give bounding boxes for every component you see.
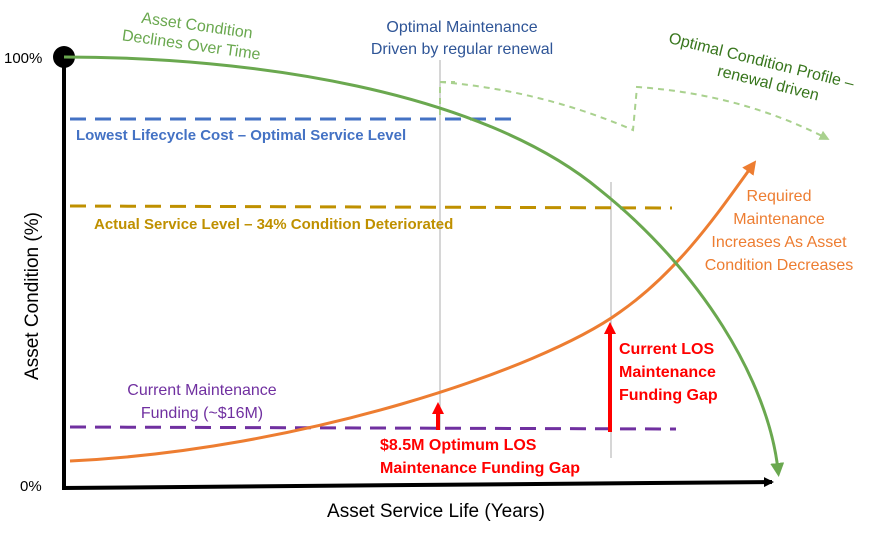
optimal-profile-path [439,80,830,140]
actual-service-line [69,204,673,210]
required-maintenance-label-1: Required [747,188,812,205]
y-top-tick: 100% [4,50,42,67]
actual-service-label: Actual Service Level – 34% Condition Det… [94,216,453,233]
y-axis-title: Asset Condition (%) [22,212,43,380]
y-bottom-tick: 0% [20,478,42,495]
required-maintenance-label-4: Condition Decreases [705,257,854,274]
optimum-gap-label-2: Maintenance Funding Gap [380,460,580,477]
current-funding-label-2: Funding (~$16M) [141,405,263,422]
asset-condition-curve [63,55,785,477]
optimum-gap-label-1: $8.5M Optimum LOS [380,437,537,454]
lowest-lifecycle-label: Lowest Lifecycle Cost – Optimal Service … [76,127,406,144]
current-funding-line [69,425,677,431]
required-maintenance-curve [69,160,757,463]
current-funding-label-1: Current Maintenance [127,382,277,399]
required-maintenance-label-3: Increases As Asset [711,234,847,251]
current-gap-label-3: Funding Gap [619,387,718,404]
optimal-maintenance-label-2: Driven by regular renewal [371,41,553,58]
x-axis-title: Asset Service Life (Years) [327,501,545,522]
x-axis [61,477,774,490]
current-gap-label-1: Current LOS [619,341,714,358]
current-gap-label-2: Maintenance [619,364,716,381]
required-maintenance-label-2: Maintenance [733,211,825,228]
optimal-maintenance-label-1: Optimal Maintenance [386,19,537,36]
